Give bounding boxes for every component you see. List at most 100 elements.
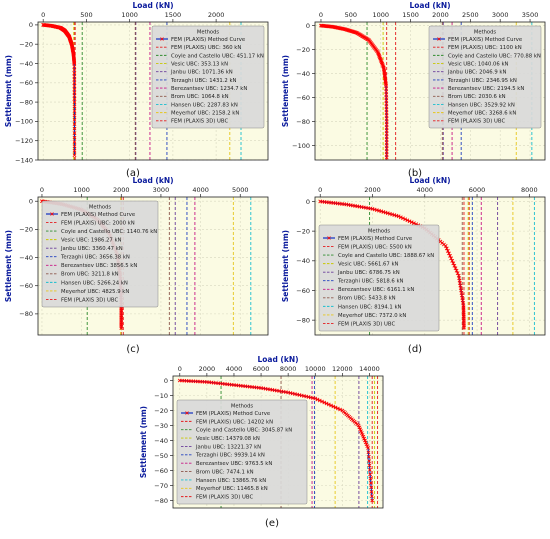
- fem-marker: [367, 459, 372, 464]
- legend-entry: Berezantsev UBC: 9763.5 kN: [196, 461, 272, 467]
- x-tick-label: 2000: [432, 11, 449, 19]
- legend-entry: Janbu UBC: 3360.47 kN: [60, 246, 123, 252]
- legend-entry: Brom UBC: 1064.8 kN: [171, 94, 229, 100]
- fem-marker: [443, 244, 448, 248]
- legend-entry: Meyerhof UBC: 2158.2 kN: [171, 111, 239, 117]
- legend-entry: FEM (PLAXIS 3D) UBC: [338, 321, 395, 327]
- fem-marker: [317, 398, 322, 403]
- fem-marker: [462, 325, 466, 330]
- fem-marker: [335, 406, 340, 411]
- legend-entry: FEM (PLAXIS) UBC: 360 kN: [171, 45, 241, 51]
- fem-marker: [331, 404, 336, 409]
- fem-marker: [72, 104, 77, 109]
- fem-marker: [384, 113, 389, 118]
- x-tick-label: 2000: [208, 11, 225, 19]
- y-axis-label: Settlement (mm): [139, 406, 148, 478]
- y-tick-label: −100: [15, 118, 33, 126]
- fem-marker: [72, 144, 77, 149]
- legend-entry: Vesic UBC: 1040.06 kN: [448, 61, 509, 67]
- x-tick-label: 2000: [113, 186, 130, 194]
- fem-marker: [72, 135, 77, 140]
- x-tick-label: 500: [80, 11, 92, 19]
- panel-label: (d): [408, 344, 422, 355]
- fem-marker: [72, 60, 77, 65]
- fem-marker: [384, 149, 389, 154]
- fem-marker: [366, 450, 371, 455]
- x-tick-label: 10000: [305, 365, 326, 373]
- x-tick-label: 4000: [192, 186, 209, 194]
- x-axis-label: Load (kN): [132, 1, 173, 10]
- legend-entry: FEM (PLAXIS 3D) UBC: [448, 119, 505, 125]
- fem-marker: [322, 400, 327, 405]
- legend-entry: FEM (PLAXIS) Method Curve: [61, 212, 135, 218]
- legend-entry: Terzaghi UBC: 2346.95 kN: [447, 78, 517, 84]
- fem-marker: [313, 396, 318, 401]
- x-tick-label: 1000: [73, 186, 90, 194]
- legend-entry: FEM (PLAXIS) UBC: 2000 kN: [61, 220, 135, 226]
- legend-entry: Terzaghi UBC: 9939.14 kN: [195, 453, 265, 459]
- fem-marker: [384, 146, 389, 151]
- legend-entry: FEM (PLAXIS) Method Curve: [196, 411, 270, 417]
- chart-panel: 0 500 1000 1500 2000 0 −20 −40 −60 −80 −100 −120 −14…: [4, 1, 269, 179]
- y-tick-label: 0: [29, 198, 33, 206]
- legend-entry: FEM (PLAXIS) UBC: 5500 kN: [338, 244, 412, 250]
- x-tick-label: 0: [318, 186, 322, 194]
- legend-marker: [437, 37, 441, 41]
- fem-marker: [384, 83, 389, 88]
- fem-marker: [384, 101, 389, 106]
- fem-marker: [368, 476, 373, 481]
- fem-marker: [451, 261, 456, 266]
- x-tick-label: 500: [345, 11, 357, 19]
- legend-entry: Brom UBC: 2030.6 kN: [448, 94, 506, 100]
- legend-entry: Coyle and Castello UBC: 451.17 kN: [171, 53, 264, 59]
- chart-panel: 0 2000 4000 6000 8000 0 −20 −40 −60 −80 Load (kN) S…: [281, 176, 546, 355]
- fem-marker: [453, 266, 458, 271]
- legend-entry: Brom UBC: 5433.8 kN: [338, 296, 396, 302]
- chart-panel: 0 500 1000 1500 2000 2500 3000 3500 0 −20 −40 −60 −8…: [281, 1, 546, 179]
- y-tick-label: −20: [296, 46, 310, 54]
- fem-marker: [366, 446, 371, 450]
- fem-marker: [324, 401, 329, 406]
- legend-title: Methods: [89, 205, 111, 211]
- legend-entry: Vesic UBC: 14379.08 kN: [196, 436, 260, 442]
- legend-entry: FEM (PLAXIS) UBC: 1100 kN: [448, 45, 522, 51]
- y-tick-label: 0: [306, 22, 310, 30]
- x-tick-label: 8000: [521, 186, 538, 194]
- fem-marker: [72, 148, 77, 153]
- legend-entry: Hansen UBC: 13865.76 kN: [196, 478, 266, 484]
- fem-marker: [448, 253, 452, 258]
- legend-entry: Coyle and Castello UBC: 3045.87 kN: [196, 428, 292, 434]
- legend-entry: Berezantsev UBC: 6161.1 kN: [338, 287, 414, 293]
- legend-entry: Janbu UBC: 1071.36 kN: [170, 70, 233, 76]
- fem-marker: [454, 268, 459, 273]
- x-tick-label: 1000: [372, 11, 389, 19]
- legend-marker: [50, 212, 54, 216]
- legend-entry: Meyerhof UBC: 4825.9 kN: [61, 289, 129, 295]
- fem-marker: [72, 64, 77, 69]
- legend-entry: Brom UBC: 7474.1 kN: [196, 469, 254, 475]
- panel-label: (b): [408, 168, 422, 179]
- fem-marker: [384, 155, 389, 160]
- legend-entry: Berezantsev UBC: 1234.7 kN: [171, 86, 247, 92]
- legend-entry: Janbu UBC: 2046.9 kN: [447, 70, 506, 76]
- fem-marker: [384, 152, 389, 157]
- fem-marker: [384, 140, 389, 145]
- fem-marker: [444, 246, 449, 251]
- fem-marker: [384, 110, 389, 115]
- fem-marker: [72, 80, 77, 85]
- fem-marker: [411, 221, 416, 226]
- legend-box: [41, 200, 159, 308]
- fem-marker: [384, 143, 389, 148]
- fem-marker: [384, 95, 389, 100]
- y-tick-label: −100: [292, 142, 310, 150]
- fem-marker: [403, 217, 408, 222]
- y-tick-label: −40: [19, 254, 33, 262]
- fem-marker: [326, 402, 331, 407]
- fem-marker: [367, 463, 372, 468]
- y-tick-label: −20: [154, 407, 168, 415]
- fem-marker: [72, 77, 77, 82]
- fem-marker: [369, 485, 374, 490]
- fem-marker: [72, 100, 77, 105]
- y-tick-label: −80: [296, 316, 310, 324]
